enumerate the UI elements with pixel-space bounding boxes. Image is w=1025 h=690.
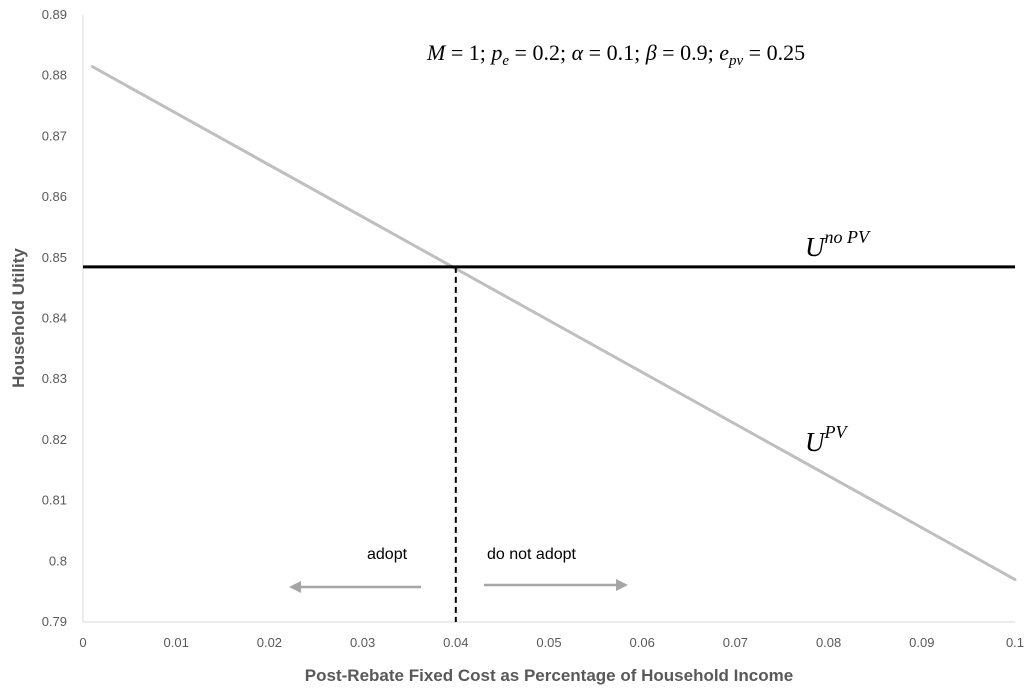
u-no-pv-label: Uno PV — [805, 227, 871, 262]
u-no-pv-base: U — [805, 232, 826, 262]
u-pv-base: U — [805, 427, 826, 457]
y-tick-label: 0.83 — [42, 371, 67, 386]
y-axis-title: Household Utility — [9, 248, 28, 388]
x-tick-label: 0.06 — [630, 635, 655, 650]
y-tick-label: 0.86 — [42, 189, 67, 204]
adopt-arrow — [289, 581, 421, 593]
u-no-pv-sup: no PV — [825, 227, 871, 247]
y-tick-labels: 0.79 0.8 0.81 0.82 0.83 0.84 0.85 0.86 0.87 0.88 0… — [42, 7, 67, 629]
param-alpha-value: 0.1 — [607, 40, 635, 65]
series-line-u-pv — [90, 65, 1017, 582]
x-tick-label: 0.07 — [723, 635, 748, 650]
x-tick-label: 0 — [79, 635, 86, 650]
y-tick-label: 0.79 — [42, 614, 67, 629]
y-tick-label: 0.8 — [49, 553, 67, 568]
y-tick-label: 0.81 — [42, 493, 67, 508]
y-tick-label: 0.85 — [42, 250, 67, 265]
adopt-label: adopt — [367, 546, 408, 563]
x-tick-label: 0.02 — [257, 635, 282, 650]
x-tick-label: 0.01 — [164, 635, 189, 650]
do-not-adopt-arrow — [484, 579, 628, 591]
do-not-adopt-label: do not adopt — [487, 546, 577, 563]
parameters-annotation: M = 1; pe = 0.2; α = 0.1; β = 0.9; epv =… — [426, 40, 805, 69]
param-m-value: 1 — [469, 40, 480, 65]
u-pv-sup: PV — [824, 422, 849, 442]
param-beta-value: 0.9 — [680, 40, 708, 65]
x-tick-label: 0.03 — [350, 635, 375, 650]
y-tick-label: 0.82 — [42, 432, 67, 447]
x-tick-labels: 0 0.01 0.02 0.03 0.04 0.05 0.06 0.07 0.08 0.09 0.1 — [79, 635, 1024, 650]
y-tick-label: 0.88 — [42, 68, 67, 83]
param-epv-value: 0.25 — [767, 40, 806, 65]
y-tick-label: 0.87 — [42, 128, 67, 143]
x-tick-label: 0.1 — [1006, 635, 1024, 650]
y-tick-label: 0.84 — [42, 311, 67, 326]
x-tick-label: 0.04 — [443, 635, 468, 650]
x-tick-label: 0.08 — [816, 635, 841, 650]
param-pe-value: 0.2 — [532, 40, 560, 65]
x-axis-title: Post-Rebate Fixed Cost as Percentage of … — [305, 666, 793, 685]
x-tick-label: 0.05 — [536, 635, 561, 650]
y-tick-label: 0.89 — [42, 7, 67, 22]
x-tick-label: 0.09 — [909, 635, 934, 650]
u-pv-label: UPV — [805, 422, 848, 457]
